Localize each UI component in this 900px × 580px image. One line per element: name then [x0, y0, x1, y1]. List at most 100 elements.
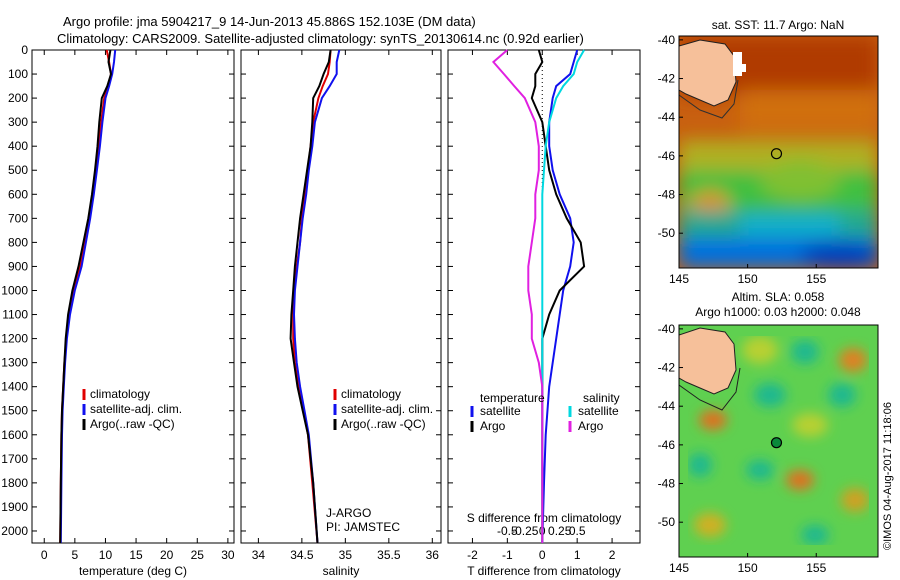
y-tick-label: -48: [658, 188, 676, 202]
difference-profile: -2 -1 0 1 2 T difference from climatology -0.5…: [447, 49, 641, 578]
sst-heatmap: [679, 36, 878, 268]
legend-label: satellite-adj. clim.: [90, 402, 182, 416]
y-tick-label: -40: [658, 33, 676, 47]
x-tick-label: 155: [806, 272, 826, 286]
legend-label: Argo: [480, 419, 506, 433]
series-line: [541, 49, 579, 544]
map-title: sat. SST: 11.7 Argo: NaN: [712, 18, 845, 32]
sst-map: 145 150 155 -40 -42 -44 -46 -48 -50 sat. SST: 11.…: [658, 18, 879, 286]
x-tick-label: 5: [72, 548, 79, 562]
y-tick-label: 1000: [1, 283, 28, 297]
y-tick-label: 2000: [1, 524, 28, 538]
legend-label: satellite: [480, 404, 521, 418]
y-tick-label: -50: [658, 515, 676, 529]
map-frame: [678, 35, 879, 269]
y-tick-label: 200: [8, 91, 28, 105]
x-axis-label: salinity: [323, 564, 360, 578]
y-tick-label: 400: [8, 139, 28, 153]
x-tick-label: 35.5: [377, 548, 401, 562]
map-frame: [678, 324, 879, 558]
y-tick-label: -42: [658, 72, 676, 86]
x-tick-label: 155: [806, 561, 826, 575]
y-tick-label: 0: [21, 43, 28, 57]
legend-label: Argo: [578, 419, 604, 433]
legend-label: satellite: [578, 404, 619, 418]
y-tick-label: 600: [8, 187, 28, 201]
x2-tick-label: 0.25: [548, 524, 572, 538]
pi-label: PI: JAMSTEC: [326, 520, 400, 534]
copyright-watermark: ©IMOS 04-Aug-2017 11:18:06: [882, 402, 894, 550]
legend-label: Argo(..raw -QC): [90, 417, 175, 431]
y-tick-label: 700: [8, 211, 28, 225]
y-tick-label: 500: [8, 163, 28, 177]
y-tick-label: 1600: [1, 428, 28, 442]
argo-position-marker: [770, 148, 783, 160]
salinity-profile: 34 34.5 35 35.5 36 salinity climatologysatelli…: [240, 49, 442, 578]
legend-label: satellite-adj. clim.: [341, 402, 433, 416]
y-tick-label: 1400: [1, 380, 28, 394]
x2-tick-label: -0.25: [511, 524, 539, 538]
x-axis-label: T difference from climatology: [467, 564, 621, 578]
x-axis-label: temperature (deg C): [79, 564, 187, 578]
x-tick-label: 0: [41, 548, 48, 562]
float-program-label: J-ARGO: [326, 506, 371, 520]
y-tick-label: 1900: [1, 500, 28, 514]
y-tick-label: 1200: [1, 332, 28, 346]
temperature-profile: 0100200300400500600700800900100011001200…: [1, 43, 235, 578]
y-tick-label: -42: [658, 361, 676, 375]
y-tick-label: 1500: [1, 404, 28, 418]
x2-tick-label: 0.5: [569, 524, 586, 538]
figure-title-line2: Climatology: CARS2009. Satellite-adjuste…: [57, 31, 584, 46]
x-tick-label: -1: [502, 548, 513, 562]
x-tick-label: 2: [609, 548, 616, 562]
x-tick-label: 34: [252, 548, 266, 562]
y-tick-label: -44: [658, 399, 676, 413]
y-tick-label: 300: [8, 115, 28, 129]
sla-map: 145 150 155 -40 -42 -44 -46 -48 -50 Altim. SLA: 0…: [658, 290, 879, 575]
x-tick-label: 150: [738, 561, 758, 575]
y-tick-label: 100: [8, 67, 28, 81]
y-tick-label: 1700: [1, 452, 28, 466]
series-line: [289, 49, 332, 544]
legend-group-title: temperature: [480, 391, 545, 405]
legend-label: climatology: [90, 387, 150, 401]
y-tick-label: 1100: [2, 308, 28, 322]
figure-title-line1: Argo profile: jma 5904217_9 14-Jun-2013 …: [63, 14, 476, 29]
y-tick-label: 1300: [1, 356, 28, 370]
legend-label: climatology: [341, 387, 401, 401]
plot-frame: [447, 49, 641, 544]
x-tick-label: 150: [738, 272, 758, 286]
x-tick-label: 25: [191, 548, 205, 562]
y-tick-label: -50: [658, 226, 676, 240]
x-tick-label: 36: [426, 548, 440, 562]
x2-tick-label: -0.5: [497, 524, 518, 538]
series-line: [59, 49, 113, 544]
series-line: [530, 49, 586, 543]
x-tick-label: 15: [129, 548, 143, 562]
x-tick-label: 10: [99, 548, 113, 562]
plot-frame: [31, 49, 235, 544]
x-tick-label: 1: [574, 548, 581, 562]
x-tick-label: 0: [539, 548, 546, 562]
x-tick-label: -2: [467, 548, 478, 562]
map-subtitle: Argo h1000: 0.03 h2000: 0.048: [695, 305, 861, 319]
x-tick-label: 30: [221, 548, 235, 562]
x-tick-label: 20: [160, 548, 174, 562]
x-tick-label: 145: [669, 272, 689, 286]
plot-frame: [240, 49, 442, 544]
x-tick-label: 34.5: [290, 548, 314, 562]
series-line: [59, 49, 117, 544]
map-title: Altim. SLA: 0.058: [732, 290, 825, 304]
x-tick-label: 35: [339, 548, 353, 562]
y-tick-label: -46: [658, 438, 676, 452]
y-tick-label: 1800: [1, 476, 28, 490]
series-line: [59, 49, 113, 544]
legend-group-title: salinity: [583, 391, 620, 405]
y-tick-label: 900: [8, 259, 28, 273]
legend-label: Argo(..raw -QC): [341, 417, 426, 431]
y-tick-label: -46: [658, 149, 676, 163]
series-line: [292, 49, 341, 544]
argo-position-marker: [770, 437, 783, 449]
y-tick-label: 800: [8, 235, 28, 249]
